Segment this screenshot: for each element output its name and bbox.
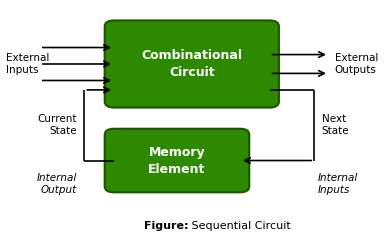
Text: Combinational
Circuit: Combinational Circuit <box>141 49 242 79</box>
Text: External
Outputs: External Outputs <box>334 53 378 75</box>
Text: Current
State: Current State <box>37 114 77 136</box>
Text: Next
State: Next State <box>322 114 349 136</box>
Text: Internal
Output: Internal Output <box>36 173 77 195</box>
Text: External
Inputs: External Inputs <box>7 53 50 75</box>
FancyBboxPatch shape <box>105 20 279 107</box>
FancyBboxPatch shape <box>105 129 249 192</box>
Text: Sequential Circuit: Sequential Circuit <box>188 221 291 231</box>
Text: Internal
Inputs: Internal Inputs <box>318 173 358 195</box>
Text: Figure:: Figure: <box>144 221 188 231</box>
Text: Memory
Element: Memory Element <box>148 146 206 175</box>
